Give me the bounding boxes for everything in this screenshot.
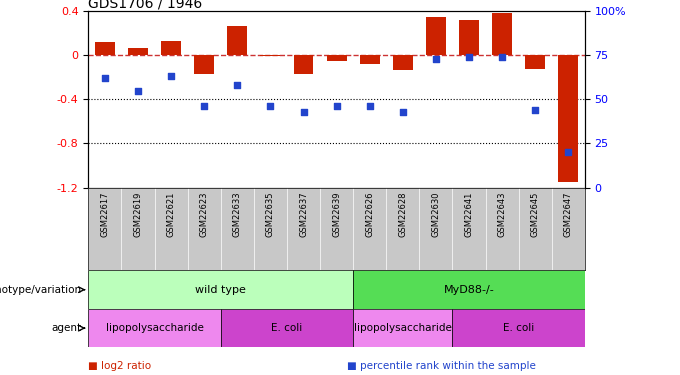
Text: ■ log2 ratio: ■ log2 ratio: [88, 361, 152, 370]
Text: GSM22626: GSM22626: [365, 192, 374, 237]
Text: GSM22628: GSM22628: [398, 192, 407, 237]
Text: GSM22630: GSM22630: [431, 192, 441, 237]
Bar: [492, 13, 512, 55]
Point: [232, 82, 243, 88]
Bar: [194, 56, 214, 74]
Point: [331, 104, 342, 110]
Bar: [326, 56, 347, 61]
Bar: [294, 56, 313, 74]
Text: genotype/variation: genotype/variation: [0, 285, 82, 295]
Text: GSM22623: GSM22623: [200, 192, 209, 237]
Text: GSM22637: GSM22637: [299, 192, 308, 237]
Point: [530, 107, 541, 113]
Text: E. coli: E. coli: [271, 323, 303, 333]
Text: GSM22645: GSM22645: [530, 192, 540, 237]
Text: GDS1706 / 1946: GDS1706 / 1946: [88, 0, 203, 10]
Text: lipopolysaccharide: lipopolysaccharide: [105, 323, 203, 333]
Bar: [558, 56, 578, 182]
Text: GSM22647: GSM22647: [564, 192, 573, 237]
Point: [166, 74, 177, 80]
Point: [298, 109, 309, 115]
Text: E. coli: E. coli: [503, 323, 534, 333]
Bar: [452, 309, 585, 347]
Text: lipopolysaccharide: lipopolysaccharide: [354, 323, 452, 333]
Text: MyD88-/-: MyD88-/-: [443, 285, 494, 295]
Text: agent: agent: [52, 323, 82, 333]
Text: GSM22617: GSM22617: [101, 192, 109, 237]
Point: [496, 54, 507, 60]
Bar: [353, 309, 452, 347]
Point: [397, 109, 408, 115]
Point: [99, 75, 110, 81]
Bar: [393, 56, 413, 70]
Text: GSM22633: GSM22633: [233, 192, 242, 237]
Text: wild type: wild type: [195, 285, 246, 295]
Bar: [525, 56, 545, 69]
Text: GSM22619: GSM22619: [133, 192, 143, 237]
Bar: [459, 20, 479, 56]
Point: [563, 149, 574, 155]
Bar: [88, 309, 221, 347]
Text: GSM22639: GSM22639: [332, 192, 341, 237]
Text: ■ percentile rank within the sample: ■ percentile rank within the sample: [347, 361, 536, 370]
Bar: [88, 270, 353, 309]
Text: GSM22635: GSM22635: [266, 192, 275, 237]
Text: GSM22643: GSM22643: [498, 192, 507, 237]
Point: [364, 104, 375, 110]
Text: GSM22621: GSM22621: [167, 192, 175, 237]
Bar: [221, 309, 353, 347]
Point: [199, 104, 209, 110]
Bar: [426, 17, 446, 56]
Point: [464, 54, 475, 60]
Point: [265, 104, 276, 110]
Point: [133, 88, 143, 94]
Point: [430, 56, 441, 62]
Text: GSM22641: GSM22641: [464, 192, 473, 237]
Bar: [95, 42, 115, 56]
Bar: [161, 41, 181, 56]
Bar: [128, 48, 148, 56]
Bar: [353, 270, 585, 309]
Bar: [360, 56, 379, 64]
Bar: [227, 26, 248, 56]
